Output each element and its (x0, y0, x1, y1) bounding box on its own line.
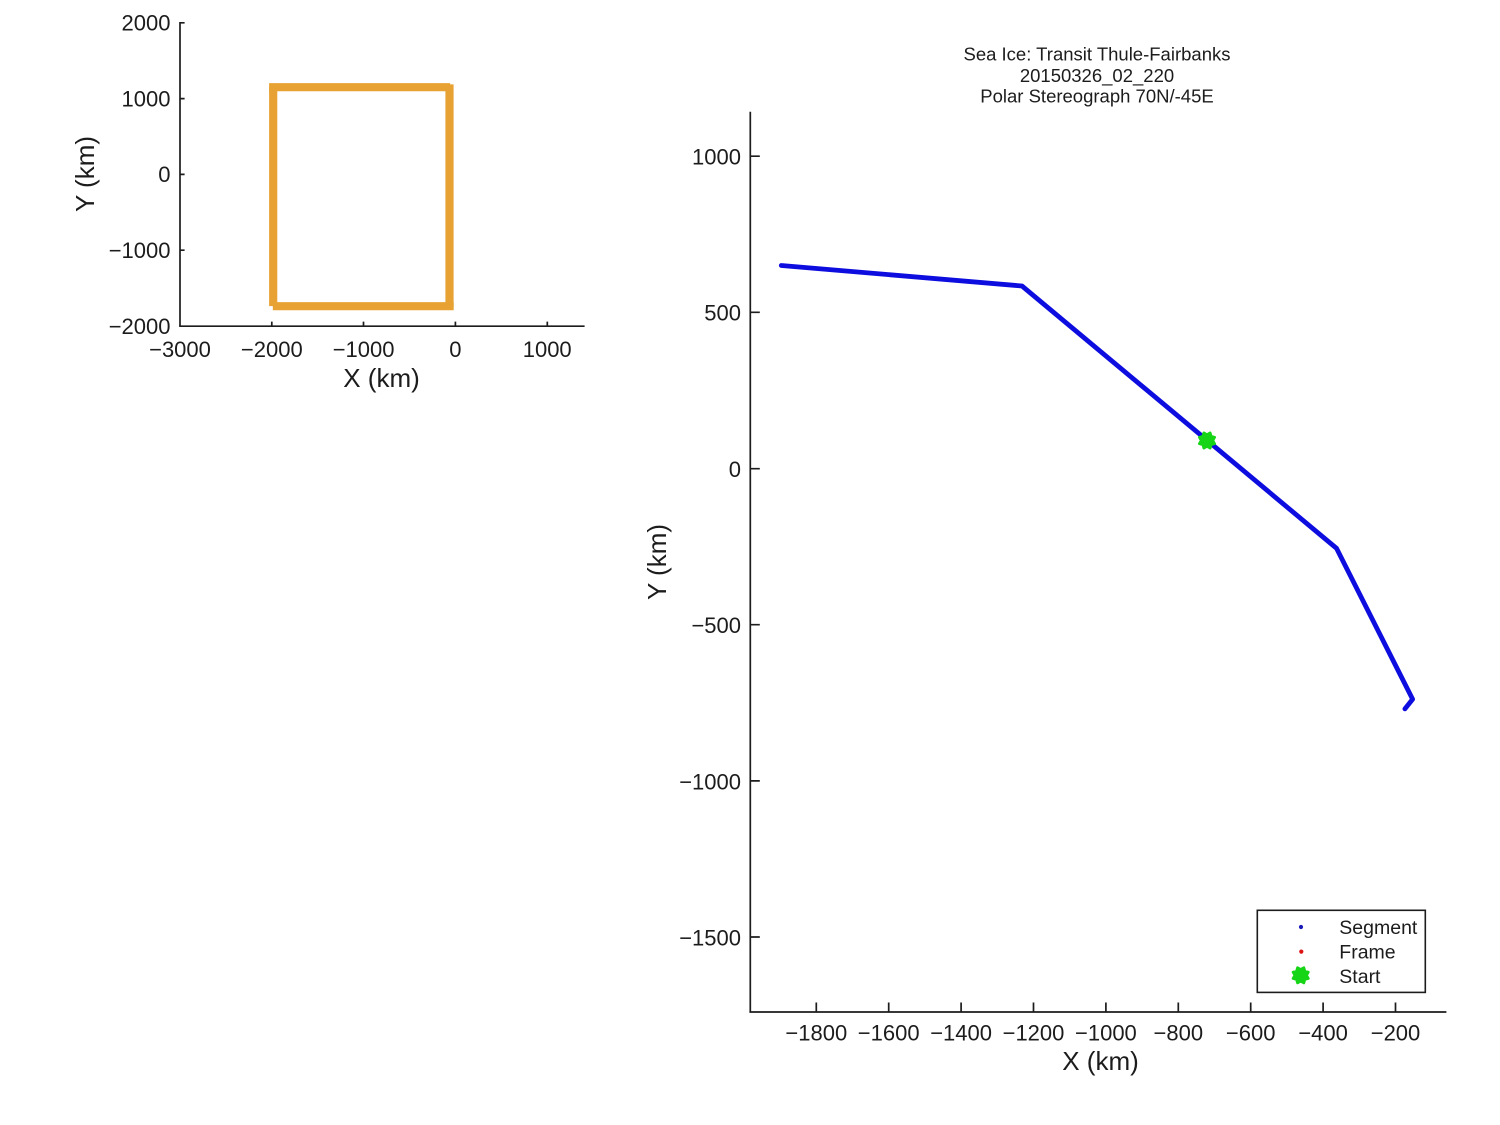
svg-text:Frame: Frame (1339, 942, 1395, 964)
svg-text:20150326_02_220: 20150326_02_220 (1020, 65, 1174, 87)
svg-text:−1500: −1500 (679, 925, 741, 950)
svg-text:2000: 2000 (122, 11, 171, 36)
svg-text:−1000: −1000 (679, 769, 741, 794)
svg-text:Y (km): Y (km) (642, 524, 672, 600)
svg-text:−400: −400 (1298, 1021, 1348, 1046)
svg-text:Polar Stereograph 70N/-45E: Polar Stereograph 70N/-45E (980, 86, 1213, 107)
svg-text:0: 0 (158, 162, 170, 187)
svg-text:0: 0 (449, 337, 461, 362)
svg-text:−1800: −1800 (785, 1021, 847, 1046)
svg-text:1000: 1000 (523, 337, 572, 362)
svg-text:−1200: −1200 (1003, 1021, 1065, 1046)
svg-text:Start: Start (1339, 966, 1381, 988)
svg-text:−1000: −1000 (333, 337, 395, 362)
svg-text:1000: 1000 (122, 86, 171, 111)
svg-text:1000: 1000 (692, 145, 741, 170)
svg-text:Y (km): Y (km) (70, 136, 100, 212)
svg-text:−1000: −1000 (1075, 1021, 1137, 1046)
svg-text:−200: −200 (1371, 1021, 1421, 1046)
svg-text:Sea Ice: Transit Thule-Fairban: Sea Ice: Transit Thule-Fairbanks (963, 44, 1230, 65)
svg-text:−1400: −1400 (930, 1021, 992, 1046)
svg-text:−2000: −2000 (241, 337, 303, 362)
svg-text:0: 0 (729, 457, 741, 482)
svg-text:−1600: −1600 (858, 1021, 920, 1046)
svg-text:−1000: −1000 (109, 238, 171, 263)
svg-text:−2000: −2000 (109, 314, 171, 339)
svg-text:Segment: Segment (1339, 917, 1418, 939)
svg-text:−500: −500 (691, 613, 741, 638)
svg-text:X (km): X (km) (343, 363, 420, 393)
svg-text:−600: −600 (1226, 1021, 1276, 1046)
svg-text:500: 500 (704, 301, 741, 326)
svg-text:X (km): X (km) (1062, 1046, 1139, 1076)
svg-text:−3000: −3000 (149, 337, 211, 362)
svg-text:−800: −800 (1154, 1021, 1204, 1046)
